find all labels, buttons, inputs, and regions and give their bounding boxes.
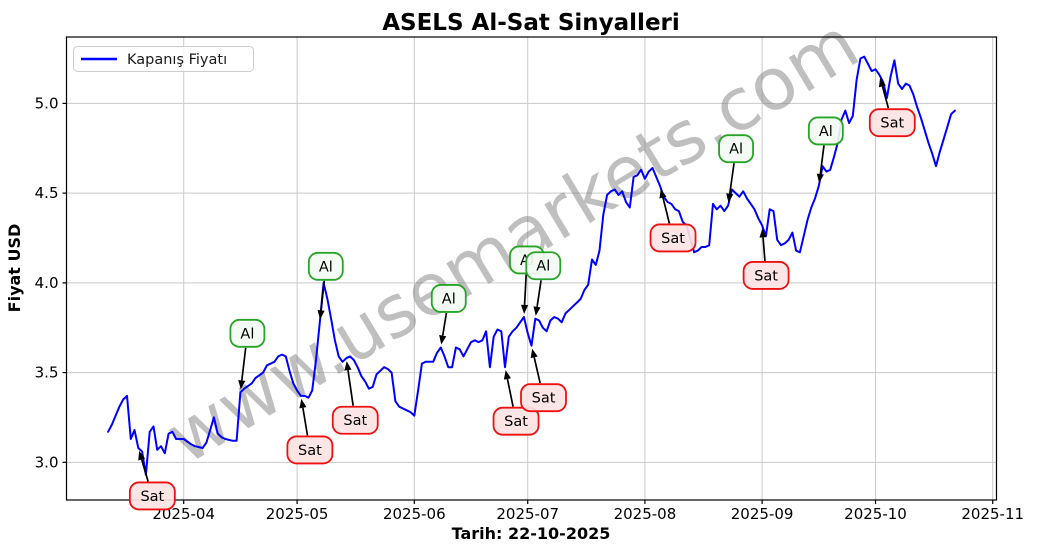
signal-arrowhead <box>317 310 325 320</box>
signal-arrowhead <box>138 450 146 461</box>
signal-arrowhead <box>530 348 538 359</box>
buy-signal-box <box>718 134 754 164</box>
y-tick-label: 5.0 <box>35 94 59 112</box>
signal-arrow <box>762 237 766 261</box>
signal-arrowhead <box>533 306 541 316</box>
buy-signal-label: Al <box>319 259 333 275</box>
signal-arrow <box>240 347 247 381</box>
buy-signal-annotation: Al <box>430 284 467 345</box>
x-tick-label: 2025-11 <box>961 505 1024 523</box>
sell-signal-label: Sat <box>661 231 685 247</box>
sell-signal-annotation: Sat <box>868 77 916 138</box>
signal-arrowhead <box>816 173 824 183</box>
sell-signal-box <box>492 406 540 436</box>
sell-signal-annotation: Sat <box>286 398 334 465</box>
buy-signal-label: Al <box>729 142 743 158</box>
plot-border <box>65 36 998 501</box>
buy-signal-box <box>307 251 344 281</box>
sell-signal-box <box>868 108 916 138</box>
buy-signal-box <box>430 284 467 313</box>
signal-arrow <box>320 280 326 311</box>
signal-arrowhead <box>299 398 307 409</box>
y-tick-label: 3.5 <box>35 364 59 382</box>
chart-title: ASELS Al-Sat Sinyalleri <box>382 10 680 36</box>
legend: Kapanış Fiyatı <box>73 46 254 72</box>
sell-signal-annotation: Sat <box>331 361 379 435</box>
sell-signal-label: Sat <box>504 414 528 430</box>
sell-signal-label: Sat <box>880 116 904 132</box>
buy-signal-annotation: Al <box>718 134 754 203</box>
sell-signal-label: Sat <box>754 268 778 284</box>
buy-signal-label: Al <box>536 259 550 275</box>
x-tick-label: 2025-08 <box>614 505 677 523</box>
signal-arrowhead <box>759 228 767 238</box>
buy-signal-label: Al <box>442 291 456 307</box>
buy-signal-label: Al <box>240 326 254 342</box>
sell-signal-annotation: Sat <box>520 348 567 413</box>
buy-signal-annotation: Al <box>307 251 344 320</box>
signal-arrow <box>506 378 514 407</box>
sell-signal-box <box>649 223 697 253</box>
signal-arrow <box>302 407 309 436</box>
signal-arrowhead <box>726 193 734 203</box>
signal-arrowhead <box>520 304 529 314</box>
signal-arrowhead <box>878 77 886 88</box>
y-axis-label: Fiyat USD <box>5 224 24 313</box>
y-tick-label: 4.0 <box>35 274 59 292</box>
sell-signal-box <box>128 481 176 511</box>
buy-signal-annotation: Al <box>229 318 266 390</box>
sell-signal-annotation: Sat <box>128 450 176 511</box>
sell-signal-label: Sat <box>343 413 367 429</box>
price-line <box>107 55 956 476</box>
x-tick-label: 2025-09 <box>731 505 794 523</box>
signal-arrow <box>662 197 671 224</box>
signal-arrowhead <box>503 370 511 380</box>
sell-signal-annotation: Sat <box>742 228 790 290</box>
signal-arrow <box>881 86 890 109</box>
sell-signal-label: Sat <box>532 391 556 407</box>
x-tick-label: 2025-05 <box>266 505 329 523</box>
sell-signal-box <box>286 435 334 465</box>
x-tick-label: 2025-07 <box>496 505 559 523</box>
signal-arrow <box>347 369 354 406</box>
buy-signal-box <box>525 251 562 281</box>
sell-signal-box <box>520 383 567 413</box>
sell-signal-annotation: Sat <box>649 188 697 253</box>
buy-signal-box <box>807 116 844 146</box>
signal-arrow <box>140 459 149 482</box>
signal-arrowhead <box>659 188 667 199</box>
signal-arrow <box>441 312 448 336</box>
buy-signal-annotation: Al <box>807 116 844 183</box>
y-tick-label: 4.5 <box>35 184 59 202</box>
sell-signal-label: Sat <box>298 443 322 459</box>
legend-label: Kapanış Fiyatı <box>127 52 227 68</box>
signal-annotations: SatAlSatAlSatAlSatAlSatAlSatAlSatAlSat <box>128 77 916 511</box>
signal-arrow <box>728 163 735 194</box>
sell-signal-box <box>331 405 379 435</box>
signal-arrowhead <box>439 335 447 345</box>
price-line-layer <box>107 55 956 476</box>
gridlines <box>66 37 997 500</box>
buy-signal-box <box>229 318 266 348</box>
buy-signal-annotation: Al <box>525 251 562 316</box>
sell-signal-box <box>742 261 790 290</box>
signal-arrowhead <box>238 379 246 390</box>
buy-signal-label: Al <box>819 124 833 140</box>
sell-signal-annotation: Sat <box>492 370 540 436</box>
x-axis-label: Tarih: 22-10-2025 <box>452 524 611 543</box>
y-tick-label: 3.0 <box>35 453 59 471</box>
sell-signal-label: Sat <box>140 489 164 505</box>
signal-arrow <box>536 280 542 308</box>
legend-box <box>73 46 254 72</box>
signal-arrow <box>523 274 528 306</box>
signal-arrowhead <box>344 361 352 371</box>
x-tick-label: 2025-06 <box>383 505 446 523</box>
signal-arrow <box>533 357 541 384</box>
signal-arrow <box>819 145 825 175</box>
axes: 2025-04 2025-05 2025-06 2025-07 2025-08 2025-… <box>35 36 1024 523</box>
x-tick-label: 2025-10 <box>844 505 907 523</box>
